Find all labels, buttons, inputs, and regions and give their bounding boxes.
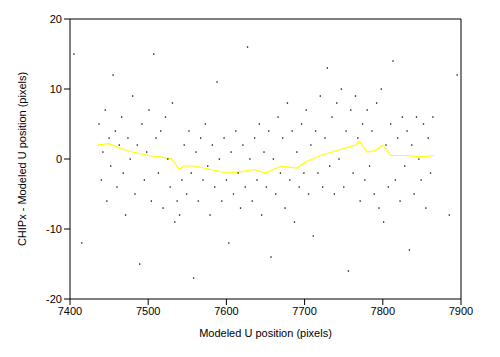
svg-text:CHIPx - Modeled U position (pi: CHIPx - Modeled U position (pixels): [16, 72, 28, 246]
svg-text:7600: 7600: [214, 305, 238, 317]
svg-text:-10: -10: [46, 223, 62, 235]
svg-text:-20: -20: [46, 293, 62, 305]
svg-text:7900: 7900: [449, 305, 473, 317]
svg-text:7500: 7500: [136, 305, 160, 317]
svg-text:7800: 7800: [371, 305, 395, 317]
svg-text:0: 0: [56, 153, 62, 165]
svg-text:20: 20: [50, 13, 62, 25]
svg-text:7400: 7400: [58, 305, 82, 317]
svg-text:7700: 7700: [292, 305, 316, 317]
svg-text:Modeled U position (pixels): Modeled U position (pixels): [199, 327, 332, 339]
svg-text:10: 10: [50, 83, 62, 95]
